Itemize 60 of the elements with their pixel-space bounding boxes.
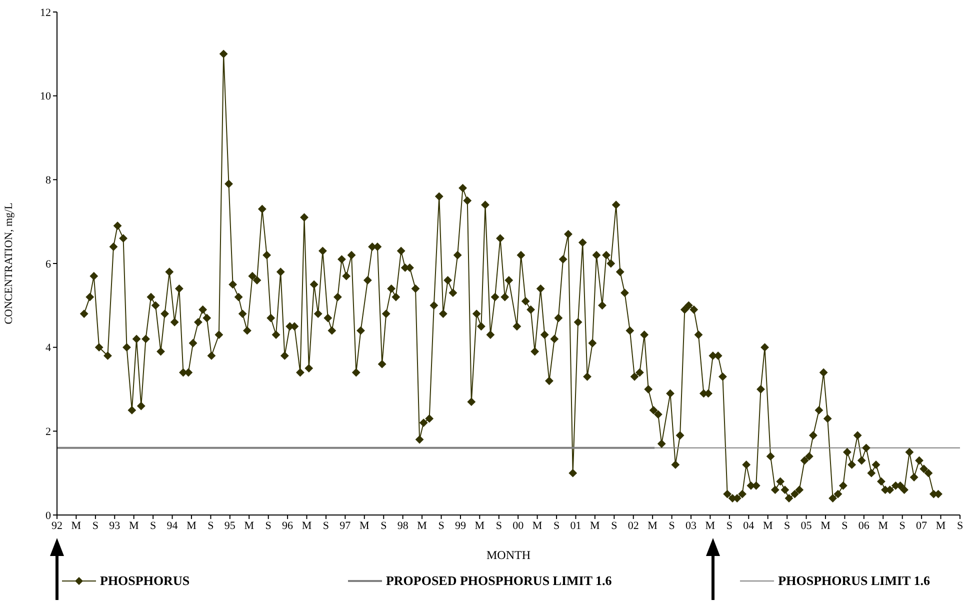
- x-tick-label: S: [208, 520, 214, 532]
- y-tick-label: 6: [46, 258, 52, 270]
- legend-label: PHOSPHORUS LIMIT 1.6: [778, 573, 930, 589]
- y-axis-title: CONCENTRATION, mg/L: [2, 202, 15, 324]
- x-tick-label: S: [668, 520, 675, 532]
- legend-label: PROPOSED PHOSPHORUS LIMIT 1.6: [386, 573, 612, 589]
- x-tick-label: 04: [743, 520, 755, 532]
- x-axis-title: MONTH: [486, 548, 531, 562]
- x-tick-label: S: [784, 520, 790, 532]
- x-tick-label: 98: [397, 520, 409, 532]
- x-tick-label: M: [705, 520, 716, 532]
- x-tick-label: M: [128, 520, 139, 532]
- y-tick-label: 4: [46, 342, 52, 354]
- x-tick-label: 97: [340, 520, 352, 532]
- x-tick-label: M: [648, 520, 658, 532]
- x-tick-label: S: [899, 520, 906, 532]
- x-tick-label: S: [842, 520, 848, 532]
- x-tick-label: 93: [109, 520, 121, 532]
- y-tick-label: 2: [46, 426, 51, 438]
- x-tick-label: 05: [800, 520, 812, 532]
- x-tick-label: S: [438, 520, 444, 532]
- x-tick-label: 00: [512, 520, 524, 532]
- x-tick-label: 02: [628, 520, 639, 532]
- x-tick-label: S: [92, 520, 99, 532]
- x-tick-label: M: [186, 520, 197, 532]
- x-tick-label: S: [265, 520, 272, 532]
- x-tick-label: S: [611, 520, 618, 532]
- y-tick-label: 8: [46, 174, 52, 187]
- x-tick-label: S: [726, 520, 733, 532]
- x-tick-label: 01: [570, 520, 582, 532]
- y-tick-label: 0: [46, 510, 52, 522]
- x-tick-label: S: [322, 520, 330, 532]
- x-tick-label: M: [532, 520, 542, 532]
- x-tick-label: M: [474, 520, 485, 532]
- x-tick-label: 94: [166, 520, 178, 532]
- x-tick-label: M: [820, 520, 831, 532]
- y-tick-label: 10: [40, 90, 52, 103]
- x-tick-label: 95: [224, 520, 236, 532]
- x-tick-label: M: [762, 520, 773, 532]
- x-tick-label: 99: [454, 520, 466, 532]
- x-tick-label: M: [71, 520, 82, 532]
- x-tick-label: 07: [916, 520, 928, 532]
- x-tick-label: M: [244, 520, 254, 532]
- legend-label: PHOSPHORUS: [100, 573, 190, 589]
- x-tick-label: 96: [282, 520, 294, 532]
- x-tick-label: S: [553, 520, 560, 532]
- x-tick-label: M: [878, 520, 888, 532]
- x-tick-label: M: [302, 520, 312, 532]
- x-tick-label: 06: [858, 520, 870, 532]
- x-tick-label: M: [359, 520, 370, 532]
- x-tick-label: S: [496, 520, 502, 532]
- x-tick-label: M: [936, 520, 946, 532]
- x-tick-label: M: [590, 520, 600, 532]
- x-tick-label: 92: [52, 520, 62, 532]
- x-tick-label: S: [956, 520, 963, 532]
- x-tick-label: S: [150, 520, 156, 532]
- y-tick-label: 12: [40, 6, 51, 19]
- x-tick-label: M: [417, 520, 428, 532]
- x-tick-label: S: [380, 520, 387, 532]
- x-tick-label: 03: [686, 520, 698, 532]
